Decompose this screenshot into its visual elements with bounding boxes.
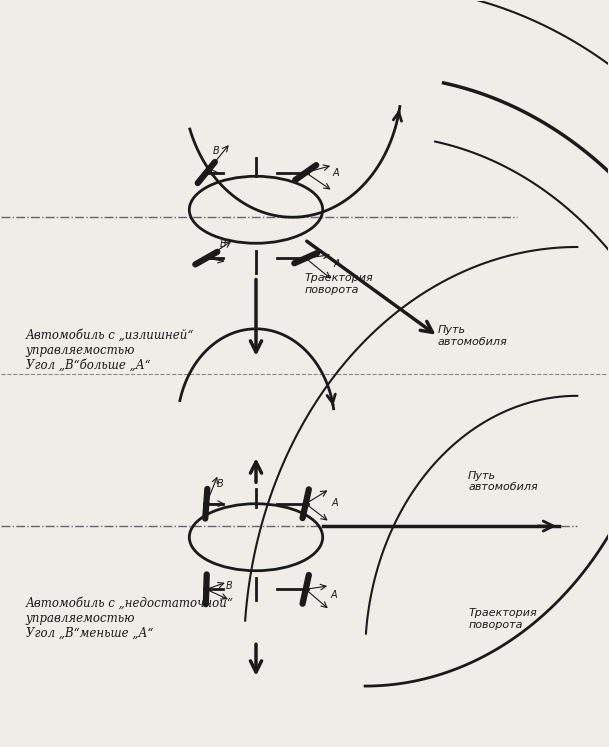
- Text: Путь
автомобиля: Путь автомобиля: [468, 471, 538, 492]
- Text: А: А: [333, 168, 340, 179]
- Text: Автомобиль с „излишней“
управляемостью
Угол „В“больше „А“: Автомобиль с „излишней“ управляемостью У…: [26, 329, 194, 372]
- Text: В: В: [217, 480, 224, 489]
- Text: Траектория
поворота: Траектория поворота: [304, 273, 373, 295]
- Text: В: В: [220, 239, 227, 249]
- Text: А: А: [331, 498, 338, 508]
- Text: Траектория
поворота: Траектория поворота: [468, 608, 537, 630]
- Text: А: А: [334, 259, 340, 269]
- Text: А: А: [331, 590, 337, 601]
- Text: В: В: [226, 581, 233, 592]
- Text: В: В: [213, 146, 219, 156]
- Text: Путь
автомобиля: Путь автомобиля: [438, 326, 508, 347]
- Text: Автомобиль с „недостаточной“
управляемостью
Угол „В“меньше „А“: Автомобиль с „недостаточной“ управляемос…: [26, 597, 233, 639]
